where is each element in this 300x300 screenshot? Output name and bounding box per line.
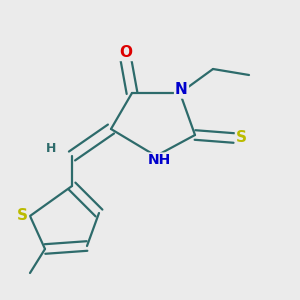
Text: O: O	[119, 45, 133, 60]
Text: NH: NH	[147, 154, 171, 167]
Text: S: S	[17, 208, 28, 224]
Text: S: S	[236, 130, 247, 146]
Text: N: N	[175, 82, 188, 98]
Text: H: H	[46, 142, 56, 155]
